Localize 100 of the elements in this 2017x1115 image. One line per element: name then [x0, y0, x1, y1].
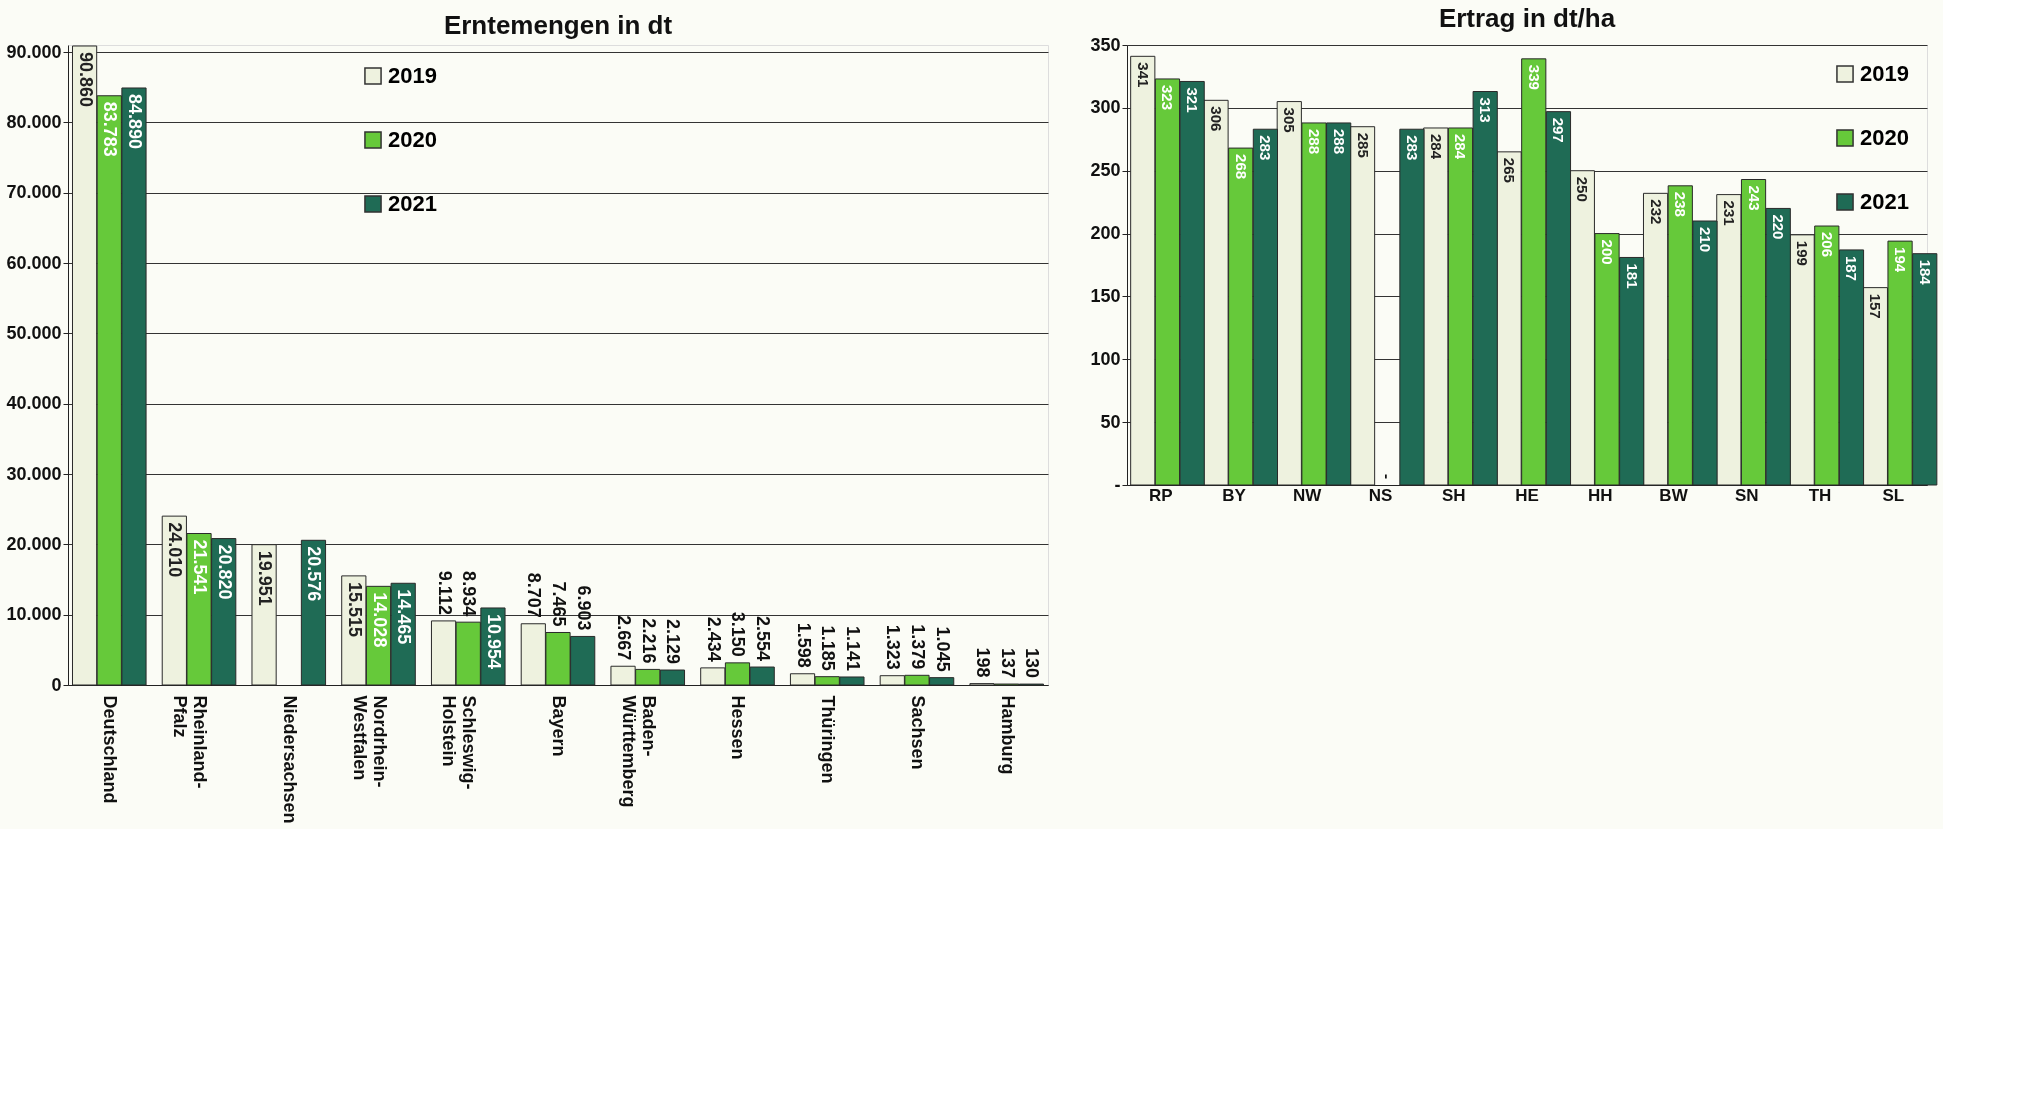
y-tick-label: 10.000 — [6, 604, 62, 625]
data-label: 14.465 — [394, 589, 415, 645]
data-label: 157 — [1867, 293, 1885, 319]
data-label: 24.010 — [165, 522, 186, 578]
data-label: 137 — [997, 647, 1018, 679]
legend-label: 2021 — [388, 191, 437, 216]
x-tick-label: SN — [1734, 485, 1759, 505]
x-tick-label: HE — [1515, 485, 1539, 505]
data-label: 3.150 — [728, 611, 749, 657]
data-label: 2.129 — [663, 618, 684, 665]
data-label: 206 — [1818, 232, 1836, 258]
x-tick-label: Hamburg — [997, 695, 1018, 775]
data-label: 285 — [1354, 132, 1372, 158]
y-tick-label: 250 — [1090, 160, 1121, 181]
data-label: 339 — [1525, 64, 1543, 90]
data-label: 6.903 — [573, 585, 594, 631]
y-tick-label: 50 — [1100, 411, 1121, 432]
y-tick-label: 90.000 — [6, 41, 62, 62]
x-tick-label: TH — [1808, 485, 1832, 505]
data-label: 10.954 — [483, 613, 504, 670]
chart-title: Erntemengen in dt — [443, 10, 673, 41]
data-label: 231 — [1720, 200, 1738, 226]
data-label: 250 — [1574, 176, 1592, 202]
y-tick-label: 200 — [1090, 223, 1121, 244]
data-label: 2.434 — [703, 616, 724, 662]
data-label: 15.515 — [344, 581, 365, 637]
data-label: 313 — [1477, 97, 1495, 123]
x-tick-label: RP — [1148, 485, 1173, 505]
data-label: 21.541 — [190, 539, 211, 595]
y-tick-label: 80.000 — [6, 111, 62, 132]
x-tick-label: Hessen — [728, 695, 749, 760]
data-label: 2.554 — [753, 615, 774, 662]
x-tick-label: Nordrhein-Westfalen — [349, 695, 390, 788]
data-label: 284 — [1427, 133, 1445, 160]
data-label: 7.465 — [549, 581, 569, 627]
y-tick-label: 350 — [1090, 34, 1121, 55]
y-tick-label: 60.000 — [6, 252, 62, 273]
data-label: 84.890 — [124, 93, 145, 150]
data-label: 187 — [1843, 255, 1861, 281]
y-tick-label: - — [1114, 474, 1121, 495]
y-tick-label: 300 — [1090, 97, 1121, 118]
legend-label: 2019 — [1860, 61, 1909, 86]
legend-label: 2020 — [1860, 125, 1909, 150]
data-label: 90.860 — [75, 51, 96, 108]
y-tick-label: 100 — [1090, 348, 1121, 369]
x-tick-label: SH — [1441, 485, 1466, 505]
data-label: 130 — [1022, 648, 1043, 679]
x-tick-label: HH — [1587, 485, 1613, 505]
data-label: 1.185 — [818, 625, 839, 671]
data-label: 1.379 — [907, 624, 928, 670]
x-tick-label: Sachsen — [907, 695, 928, 770]
data-label: 283 — [1257, 135, 1275, 161]
data-label: 341 — [1134, 62, 1152, 88]
data-label: 238 — [1672, 191, 1690, 217]
legend-label: 2019 — [388, 63, 437, 88]
data-label: 9.112 — [434, 570, 455, 615]
text: - — [1379, 474, 1397, 479]
y-tick-label: 0 — [51, 674, 62, 695]
data-label: 305 — [1281, 107, 1299, 133]
data-label: 288 — [1305, 128, 1323, 154]
data-label: 323 — [1159, 84, 1177, 110]
data-label: 210 — [1696, 227, 1714, 253]
data-label: 306 — [1208, 106, 1226, 132]
x-tick-label: Rheinland-Pfalz — [170, 695, 211, 789]
data-label: 83.783 — [100, 101, 121, 157]
x-tick-label: Thüringen — [818, 695, 839, 784]
x-tick-label: Baden-Württemberg — [618, 695, 659, 808]
x-tick-label: Niedersachsen — [279, 695, 300, 824]
data-label: 198 — [973, 647, 994, 678]
legend-label: 2020 — [388, 127, 437, 152]
x-tick-label: Schleswig-Holstein — [439, 695, 480, 790]
data-label: 1.141 — [842, 625, 863, 671]
legend-label: 2021 — [1860, 189, 1909, 214]
data-label: 20.576 — [304, 546, 325, 602]
data-label: 184 — [1916, 259, 1934, 286]
data-label: 181 — [1623, 263, 1641, 289]
x-tick-label: Bayern — [549, 695, 569, 757]
y-tick-label: 40.000 — [6, 393, 62, 414]
y-tick-label: 70.000 — [6, 182, 62, 203]
data-label: 19.951 — [255, 550, 276, 606]
data-label: 220 — [1770, 214, 1788, 240]
x-tick-label: Deutschland — [100, 695, 121, 804]
data-label: 1.598 — [793, 622, 814, 668]
data-label: 8.934 — [459, 571, 480, 617]
data-label: 243 — [1745, 185, 1763, 211]
data-label: 8.707 — [524, 572, 545, 618]
data-label: 283 — [1403, 135, 1421, 161]
y-tick-label: 30.000 — [6, 463, 62, 484]
data-label: 232 — [1647, 199, 1665, 225]
data-label: 2.667 — [614, 615, 635, 661]
data-label: 265 — [1501, 157, 1519, 183]
x-tick-label: SL — [1882, 485, 1905, 505]
x-tick-label: BW — [1659, 485, 1689, 505]
data-label: 297 — [1550, 117, 1568, 143]
data-label: 20.820 — [214, 544, 235, 600]
data-label: 2.216 — [638, 618, 659, 664]
data-label: 1.045 — [932, 626, 953, 672]
x-tick-label: BY — [1222, 485, 1247, 505]
data-label: 200 — [1599, 239, 1617, 265]
chart-title: Ertrag in dt/ha — [1438, 3, 1616, 33]
